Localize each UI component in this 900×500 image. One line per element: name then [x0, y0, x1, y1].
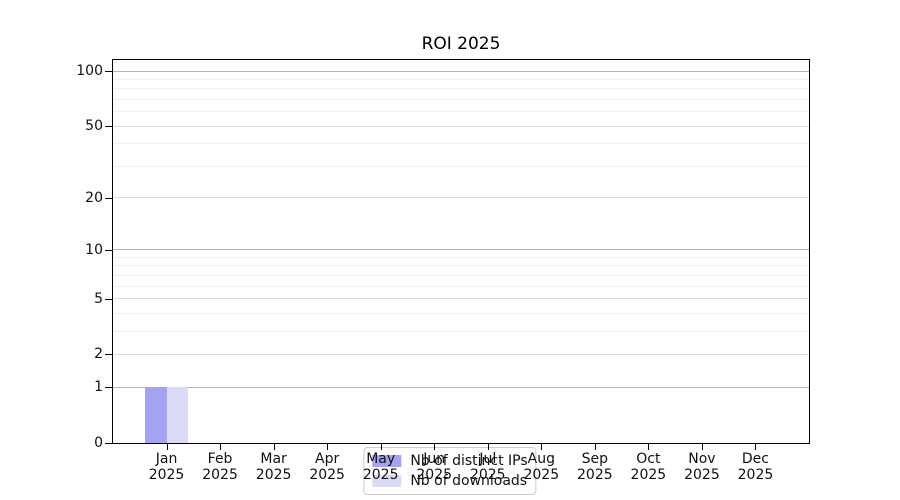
- y-tick-label: 20: [85, 189, 103, 206]
- y-tick-mark: [105, 387, 112, 389]
- x-tick-label-year: 2025: [202, 467, 238, 483]
- x-tick-mark: [434, 444, 436, 450]
- x-tick-mark: [648, 444, 650, 450]
- y-tick-mark: [105, 249, 112, 251]
- x-tick-mark: [541, 444, 543, 450]
- x-tick-label: Dec 2025: [720, 451, 790, 483]
- plot-area: [112, 59, 810, 444]
- x-tick-label: Oct 2025: [613, 451, 683, 483]
- x-tick-mark: [594, 444, 596, 450]
- y-gridline: [113, 88, 809, 90]
- x-tick-mark: [273, 444, 275, 450]
- x-tick-label-year: 2025: [362, 467, 399, 483]
- y-gridline: [113, 274, 809, 276]
- legend-swatch-distinct-ips: [372, 455, 402, 467]
- x-tick-label-year: 2025: [148, 467, 185, 483]
- y-tick-label: 2: [94, 346, 103, 363]
- y-gridline: [113, 353, 809, 355]
- y-tick-label: 5: [94, 290, 103, 307]
- x-tick-label-year: 2025: [684, 467, 720, 483]
- y-tick-mark: [105, 197, 112, 199]
- bar-nb-of-downloads-jan-2025: [166, 387, 189, 443]
- y-gridline: [113, 312, 809, 314]
- y-gridline: [113, 265, 809, 267]
- legend: Nb of distinct IPs Nb of downloads: [363, 447, 537, 495]
- y-tick-label: 50: [85, 118, 103, 135]
- x-tick-label: Jan 2025: [132, 451, 202, 483]
- y-gridline: [113, 78, 809, 80]
- y-gridline: [113, 197, 809, 199]
- y-gridline: [113, 298, 809, 300]
- legend-label-distinct-ips: Nb of distinct IPs: [410, 453, 528, 469]
- y-gridline: [113, 256, 809, 258]
- y-gridline: [113, 70, 809, 72]
- x-tick-mark: [755, 444, 757, 450]
- y-gridline: [113, 125, 809, 127]
- x-tick-label: Aug 2025: [506, 451, 576, 483]
- x-tick-mark: [701, 444, 703, 450]
- x-tick-label: Feb 2025: [185, 451, 255, 483]
- x-tick-mark: [487, 444, 489, 450]
- x-tick-label-year: 2025: [523, 467, 560, 483]
- x-tick-label: Mar 2025: [239, 451, 309, 483]
- y-tick-label: 0: [94, 435, 103, 451]
- y-tick-label: 100: [76, 63, 103, 79]
- legend-swatch-downloads: [372, 475, 402, 487]
- x-tick-label: Jul 2025: [453, 451, 523, 483]
- y-gridline: [113, 386, 809, 388]
- x-tick-label: May 2025: [346, 451, 416, 483]
- y-tick-label: 1: [94, 379, 103, 396]
- x-tick-label-year: 2025: [309, 467, 345, 483]
- y-tick-mark: [105, 126, 112, 128]
- y-tick-mark: [105, 71, 112, 72]
- y-gridline: [113, 285, 809, 287]
- y-tick-mark: [105, 443, 112, 444]
- legend-item-downloads: Nb of downloads: [372, 473, 527, 489]
- x-tick-label: Nov 2025: [667, 451, 737, 483]
- x-tick-label-year: 2025: [577, 467, 613, 483]
- y-gridline: [113, 330, 809, 332]
- x-tick-label-year: 2025: [630, 467, 667, 483]
- x-tick-label-year: 2025: [737, 467, 774, 483]
- bar-nb-of-distinct-ips-jan-2025: [145, 387, 167, 443]
- x-tick-label: Sep 2025: [560, 451, 630, 483]
- x-tick-label: Apr 2025: [292, 451, 362, 483]
- x-tick-mark: [327, 444, 329, 450]
- x-tick-label-year: 2025: [469, 467, 506, 483]
- x-tick-label: Jun 2025: [399, 451, 469, 483]
- y-gridline: [113, 165, 809, 167]
- chart-title: ROI 2025: [421, 34, 501, 54]
- x-tick-mark: [166, 444, 168, 450]
- y-gridline: [113, 111, 809, 113]
- y-gridline: [113, 98, 809, 100]
- y-gridline: [113, 249, 809, 251]
- x-tick-mark: [380, 444, 382, 450]
- x-tick-label-year: 2025: [255, 467, 292, 483]
- y-gridline: [113, 143, 809, 145]
- y-tick-mark: [105, 354, 112, 356]
- legend-item-distinct-ips: Nb of distinct IPs: [372, 453, 528, 469]
- y-tick-label: 10: [85, 241, 103, 258]
- legend-label-downloads: Nb of downloads: [410, 473, 528, 489]
- x-tick-mark: [220, 444, 222, 450]
- y-tick-mark: [105, 298, 112, 300]
- x-tick-label-year: 2025: [416, 467, 453, 483]
